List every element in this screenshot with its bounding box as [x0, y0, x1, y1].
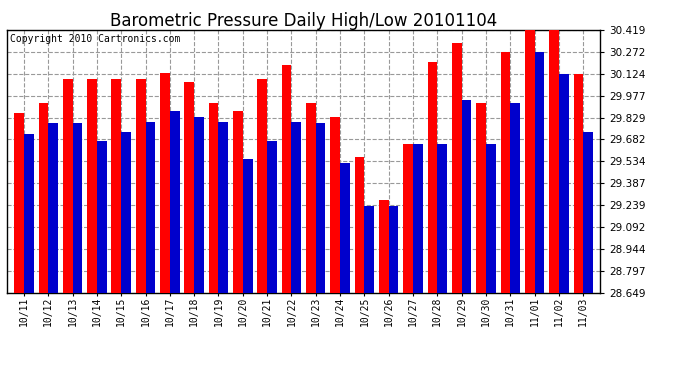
Bar — [291, 122, 301, 292]
Bar — [14, 113, 24, 292]
Bar — [170, 111, 179, 292]
Bar — [331, 117, 340, 292]
Title: Barometric Pressure Daily High/Low 20101104: Barometric Pressure Daily High/Low 20101… — [110, 12, 497, 30]
Bar — [146, 122, 155, 292]
Bar — [437, 144, 447, 292]
Bar — [306, 102, 316, 292]
Bar — [72, 123, 82, 292]
Bar — [511, 102, 520, 292]
Bar — [559, 74, 569, 292]
Bar — [573, 74, 583, 292]
Bar — [364, 206, 374, 292]
Bar — [112, 79, 121, 292]
Bar — [219, 122, 228, 292]
Bar — [243, 159, 253, 292]
Bar — [549, 30, 559, 292]
Bar — [500, 52, 511, 292]
Bar — [121, 132, 131, 292]
Bar — [476, 102, 486, 292]
Bar — [428, 63, 437, 292]
Bar — [209, 102, 219, 292]
Bar — [97, 141, 107, 292]
Bar — [48, 123, 58, 292]
Bar — [413, 144, 423, 292]
Bar — [87, 79, 97, 292]
Bar — [160, 73, 170, 292]
Bar — [379, 200, 388, 292]
Bar — [340, 164, 350, 292]
Bar — [136, 79, 146, 292]
Bar — [63, 79, 72, 292]
Bar — [39, 102, 48, 292]
Bar — [452, 43, 462, 292]
Bar — [194, 117, 204, 292]
Bar — [535, 52, 544, 292]
Bar — [257, 79, 267, 292]
Bar — [184, 82, 194, 292]
Bar — [486, 144, 495, 292]
Bar — [267, 141, 277, 292]
Bar — [583, 132, 593, 292]
Bar — [316, 123, 326, 292]
Bar — [24, 134, 34, 292]
Bar — [462, 99, 471, 292]
Bar — [525, 30, 535, 292]
Bar — [404, 144, 413, 292]
Bar — [355, 158, 364, 292]
Bar — [233, 111, 243, 292]
Text: Copyright 2010 Cartronics.com: Copyright 2010 Cartronics.com — [10, 34, 180, 44]
Bar — [282, 66, 291, 292]
Bar — [388, 206, 398, 292]
